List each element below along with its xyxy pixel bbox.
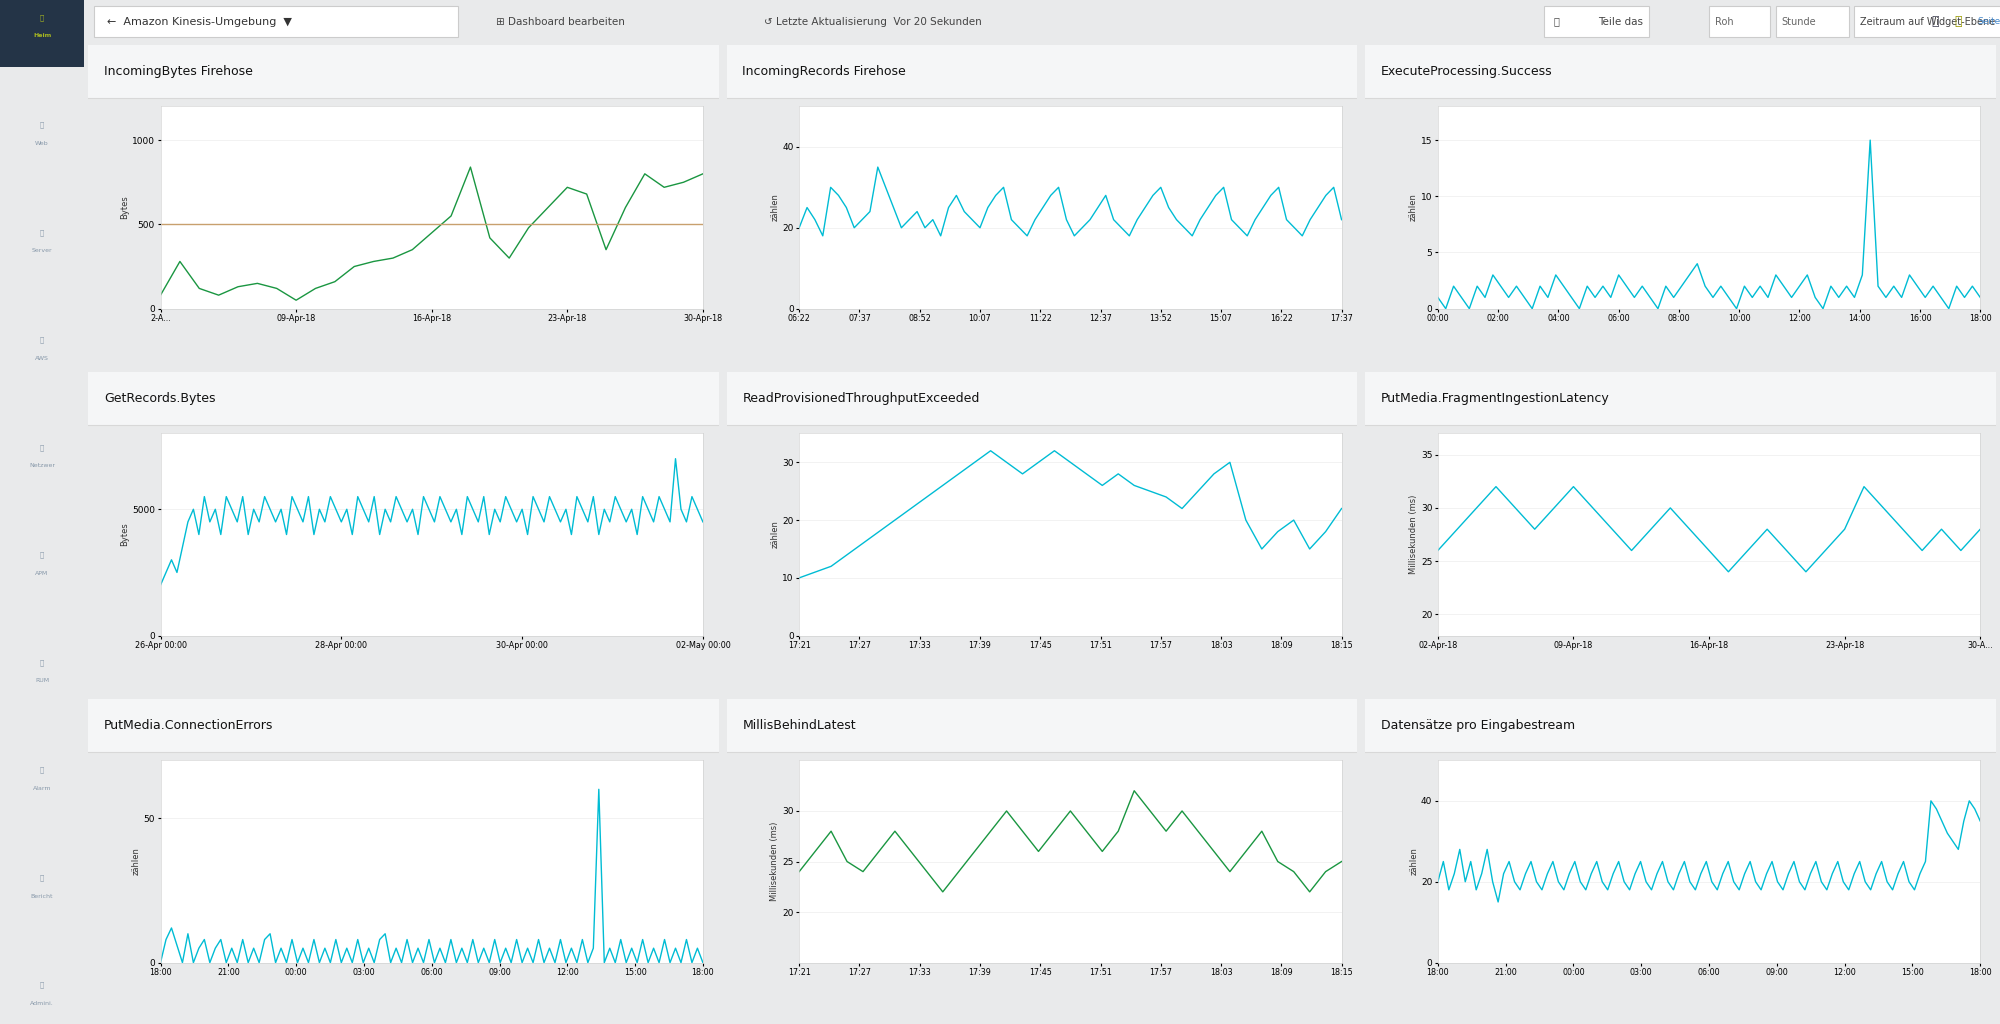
Text: Datensätze pro Eingabestream: Datensätze pro Eingabestream <box>1382 719 1576 732</box>
Text: 🖥: 🖥 <box>1554 16 1560 27</box>
Text: ⊞ Dashboard bearbeiten: ⊞ Dashboard bearbeiten <box>496 16 624 27</box>
FancyBboxPatch shape <box>726 699 1358 753</box>
Text: Teile das: Teile das <box>1598 16 1642 27</box>
Y-axis label: zählen: zählen <box>1410 194 1418 221</box>
Text: ReadProvisionedThroughputExceeded: ReadProvisionedThroughputExceeded <box>742 392 980 406</box>
FancyBboxPatch shape <box>1854 6 2000 37</box>
FancyBboxPatch shape <box>88 45 718 98</box>
Text: ⬛: ⬛ <box>40 444 44 451</box>
Text: APM: APM <box>36 571 48 575</box>
Text: Heim: Heim <box>32 34 52 38</box>
Text: RUM: RUM <box>34 679 50 683</box>
Text: 💡: 💡 <box>1954 15 1962 28</box>
Text: ⬛: ⬛ <box>40 337 44 343</box>
Y-axis label: Millisekunden (ms): Millisekunden (ms) <box>770 822 780 901</box>
Text: MillisBehindLatest: MillisBehindLatest <box>742 719 856 732</box>
FancyBboxPatch shape <box>1776 6 1848 37</box>
Text: Stunde: Stunde <box>1782 16 1816 27</box>
Text: ⬛: ⬛ <box>40 767 44 773</box>
Y-axis label: zählen: zählen <box>770 194 780 221</box>
Text: IncomingBytes Firehose: IncomingBytes Firehose <box>104 66 252 78</box>
Text: ↺ Letzte Aktualisierung  Vor 20 Sekunden: ↺ Letzte Aktualisierung Vor 20 Sekunden <box>764 16 982 27</box>
Text: Bericht: Bericht <box>30 894 54 898</box>
FancyBboxPatch shape <box>1366 699 1996 753</box>
Text: ⬛: ⬛ <box>40 122 44 128</box>
FancyBboxPatch shape <box>88 372 718 425</box>
Y-axis label: zählen: zählen <box>1410 848 1418 876</box>
FancyBboxPatch shape <box>88 699 718 753</box>
FancyBboxPatch shape <box>94 6 458 37</box>
Text: Seitentipps: Seitentipps <box>1978 17 2000 26</box>
Y-axis label: Bytes: Bytes <box>120 522 130 547</box>
FancyBboxPatch shape <box>1366 45 1996 98</box>
Text: PutMedia.ConnectionErrors: PutMedia.ConnectionErrors <box>104 719 274 732</box>
Text: AWS: AWS <box>36 356 48 360</box>
Text: Roh: Roh <box>1714 16 1734 27</box>
FancyBboxPatch shape <box>1544 6 1650 37</box>
FancyBboxPatch shape <box>726 372 1358 425</box>
FancyBboxPatch shape <box>1708 6 1770 37</box>
Text: ⬛: ⬛ <box>40 14 44 20</box>
Text: Admini.: Admini. <box>30 1001 54 1006</box>
Text: ⬛: ⬛ <box>40 229 44 236</box>
Text: Server: Server <box>32 249 52 253</box>
FancyBboxPatch shape <box>726 45 1358 98</box>
Text: Zeitraum auf Widget-Ebene  ▾: Zeitraum auf Widget-Ebene ▾ <box>1860 16 2000 27</box>
Text: ⬛: ⬛ <box>40 552 44 558</box>
Text: Alarm: Alarm <box>32 786 52 791</box>
Text: 🌙: 🌙 <box>1932 15 1938 28</box>
Text: IncomingRecords Firehose: IncomingRecords Firehose <box>742 66 906 78</box>
Text: Netzwer: Netzwer <box>28 464 56 468</box>
Text: PutMedia.FragmentIngestionLatency: PutMedia.FragmentIngestionLatency <box>1382 392 1610 406</box>
Y-axis label: Bytes: Bytes <box>120 196 130 219</box>
Text: ExecuteProcessing.Success: ExecuteProcessing.Success <box>1382 66 1552 78</box>
Text: Web: Web <box>36 141 48 145</box>
FancyBboxPatch shape <box>1366 372 1996 425</box>
Text: ⬛: ⬛ <box>40 874 44 881</box>
Text: ⬛: ⬛ <box>40 982 44 988</box>
Y-axis label: zählen: zählen <box>770 520 780 549</box>
Text: ←  Amazon Kinesis-Umgebung  ▼: ← Amazon Kinesis-Umgebung ▼ <box>106 16 292 27</box>
FancyBboxPatch shape <box>0 0 84 67</box>
Y-axis label: Millisekunden (ms): Millisekunden (ms) <box>1410 495 1418 574</box>
Text: GetRecords.Bytes: GetRecords.Bytes <box>104 392 216 406</box>
Y-axis label: zählen: zählen <box>132 848 140 876</box>
Text: ⬛: ⬛ <box>40 659 44 666</box>
